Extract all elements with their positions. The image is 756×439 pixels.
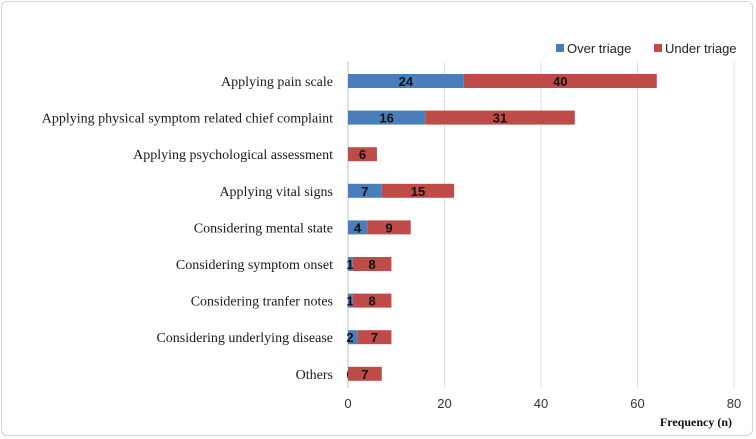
under-triage-value-label: 9 [385,220,392,235]
under-triage-bar [367,220,411,235]
under-triage-value-label: 40 [553,74,567,89]
under-triage-value-label: 7 [361,367,368,382]
under-triage-value-label: 7 [371,330,378,345]
under-triage-bar [463,74,657,88]
over-triage-value-label: 2 [346,330,353,345]
category-label: Applying vital signs [219,185,333,200]
under-triage-value-label: 8 [369,257,376,272]
legend-swatch-over-triage [556,44,564,52]
x-tick-labels: 0 20 40 60 80 [344,396,741,411]
over-triage-value-label: 4 [354,220,362,235]
category-label: Considering underlying disease [156,331,333,346]
legend: Over triage Under triage [556,41,737,56]
over-triage-value-label: 1 [346,294,353,309]
under-triage-value-label: 15 [411,184,425,199]
over-triage-bar [348,220,368,235]
under-triage-bar [348,366,382,381]
over-triage-bar [348,110,426,125]
x-tick-20: 20 [437,396,451,411]
under-triage-value-label: 6 [359,147,366,162]
category-label: Applying physical symptom related chief … [42,112,333,127]
category-label: Considering tranfer notes [191,295,333,310]
x-tick-40: 40 [534,396,548,411]
category-label: Considering mental state [194,221,333,236]
under-triage-bar [425,110,575,125]
under-triage-bar [348,147,377,162]
under-triage-bar [352,257,392,271]
under-triage-value-label: 8 [369,294,376,309]
over-triage-bar [348,257,353,271]
under-triage-value-label: 31 [493,111,507,126]
legend-label-over-triage: Over triage [567,41,631,56]
category-label: Applying psychological assessment [133,148,333,163]
category-label: Considering symptom onset [176,258,333,273]
legend-swatch-under-triage [654,44,662,52]
over-triage-value-label: 24 [399,74,414,89]
over-triage-value-label: 16 [379,111,393,126]
over-triage-bar [348,74,464,88]
under-triage-bar [352,293,392,308]
x-tick-60: 60 [630,396,644,411]
under-triage-bar [381,183,455,198]
over-triage-bar [348,330,358,345]
category-label: Applying pain scale [221,75,333,90]
over-triage-bar [348,183,382,198]
over-triage-value-label: 1 [346,257,353,272]
x-tick-80: 80 [727,396,741,411]
x-tick-0: 0 [344,396,351,411]
over-triage-bar [348,293,353,308]
legend-label-under-triage: Under triage [665,41,737,56]
category-labels: Applying pain scale Applying physical sym… [42,75,333,383]
x-axis-label: Frequency (n) [660,415,732,429]
under-triage-bar [357,330,392,345]
category-label: Others [296,368,333,383]
bars: 2440163167154918182707 [346,74,657,382]
over-triage-value-label: 7 [361,184,368,199]
